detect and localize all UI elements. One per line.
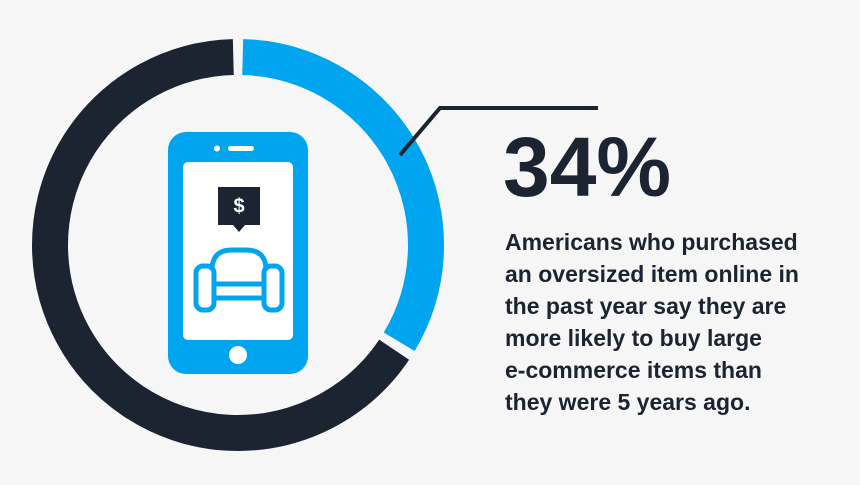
annotation-line: an oversized item online in [505,261,799,287]
annotation-line: Americans who purchased [505,229,798,255]
donut-track [32,39,410,451]
leader-line [398,106,598,157]
annotation-line: e-commerce items than [505,357,762,383]
annotation-line: the past year say they are [505,293,786,319]
annotation-line: more likely to buy large [505,325,762,351]
icon-label: $ [233,195,244,217]
annotation-line: they were 5 years ago. [505,389,750,415]
phone-icon: $ [168,132,308,374]
value-label: 34% [503,120,671,214]
annotation: Americans who purchased an oversized item… [505,229,799,415]
